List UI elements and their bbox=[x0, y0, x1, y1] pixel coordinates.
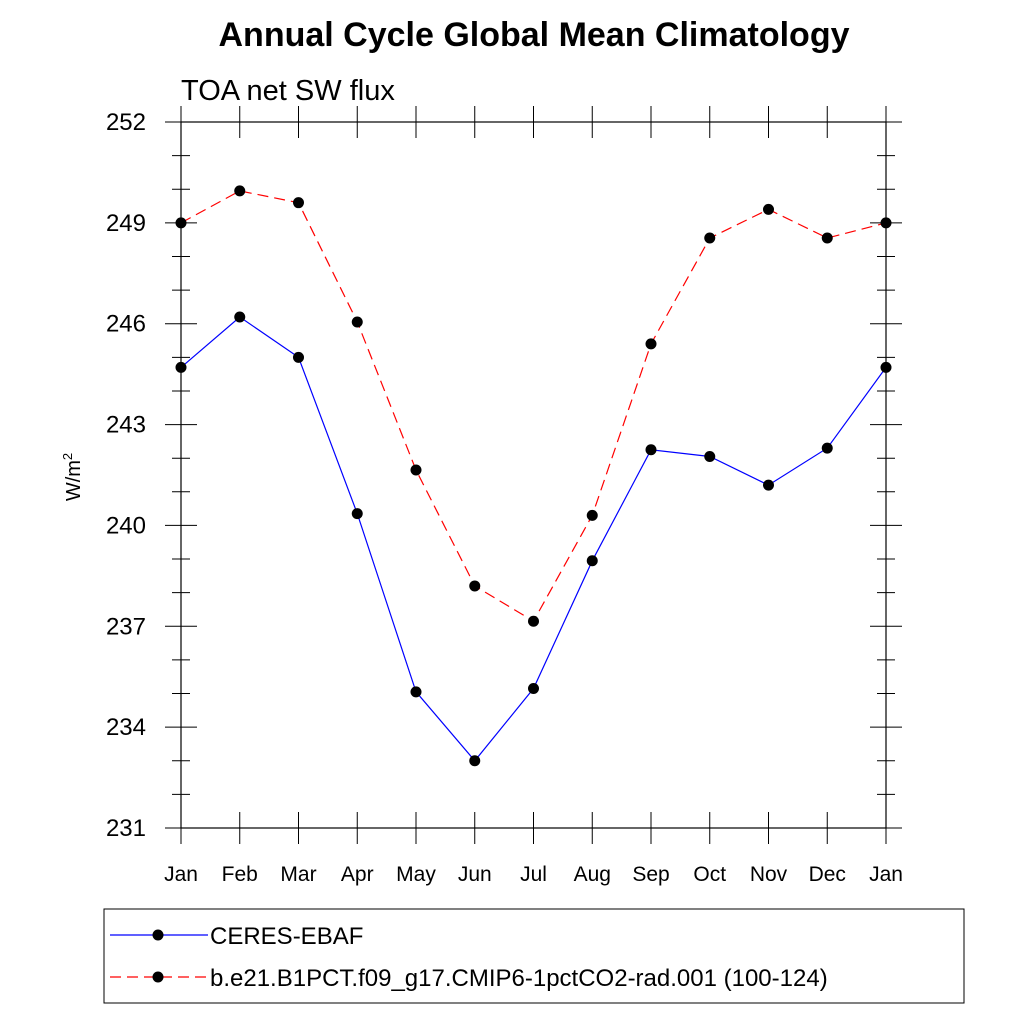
legend-label-1: CERES-EBAF bbox=[210, 923, 363, 950]
x-tick-label: Jan bbox=[164, 863, 198, 886]
legend-box bbox=[103, 908, 965, 1004]
legend: CERES-EBAF b.e21.B1PCT.f09_g17.CMIP6-1pct… bbox=[110, 923, 828, 992]
data-point-series-1 bbox=[234, 311, 246, 323]
y-tick-label: 243 bbox=[106, 412, 146, 439]
data-point-series-2 bbox=[351, 316, 363, 328]
data-point-series-1 bbox=[410, 686, 422, 698]
x-tick-label: Dec bbox=[809, 863, 846, 886]
x-tick-label: Mar bbox=[280, 863, 316, 886]
data-point-series-1 bbox=[821, 442, 833, 454]
data-point-series-2 bbox=[175, 217, 187, 229]
y-tick-label: 246 bbox=[106, 311, 146, 338]
data-point-series-2 bbox=[410, 464, 422, 476]
legend-label-2: b.e21.B1PCT.f09_g17.CMIP6-1pctCO2-rad.00… bbox=[210, 965, 828, 992]
legend-marker-1 bbox=[152, 929, 164, 941]
data-point-series-2 bbox=[821, 232, 833, 244]
data-point-series-1 bbox=[645, 444, 657, 456]
y-tick-label: 234 bbox=[106, 714, 146, 741]
data-point-series-1 bbox=[293, 351, 304, 363]
legend-marker-2 bbox=[152, 971, 164, 983]
x-tick-label: Feb bbox=[222, 863, 258, 886]
x-tick-label: Oct bbox=[693, 863, 726, 886]
data-point-series-1 bbox=[528, 682, 539, 694]
data-point-series-1 bbox=[586, 555, 598, 567]
series-layer bbox=[175, 185, 892, 767]
x-tick-label: Apr bbox=[341, 863, 374, 886]
series-line-2 bbox=[180, 190, 887, 623]
x-tick-label: Jun bbox=[458, 863, 492, 886]
data-point-series-1 bbox=[469, 755, 481, 767]
y-tick-label: 240 bbox=[106, 512, 146, 539]
chart-title: Annual Cycle Global Mean Climatology bbox=[219, 16, 850, 54]
data-point-series-1 bbox=[175, 361, 187, 373]
data-point-series-2 bbox=[469, 580, 481, 592]
x-tick-label: Sep bbox=[632, 863, 669, 886]
y-tick-label: 231 bbox=[106, 815, 146, 842]
y-tick-label: 249 bbox=[106, 210, 146, 237]
series-line-1 bbox=[180, 316, 887, 762]
data-point-series-2 bbox=[293, 197, 304, 209]
y-tick-label: 237 bbox=[106, 613, 146, 640]
plot-frame bbox=[180, 121, 887, 829]
x-tick-label: May bbox=[396, 863, 436, 886]
y-tick-label: 252 bbox=[106, 109, 146, 136]
chart-subtitle: TOA net SW flux bbox=[181, 75, 395, 107]
data-point-series-1 bbox=[704, 451, 716, 463]
data-point-series-2 bbox=[234, 185, 246, 197]
x-tick-label: Jul bbox=[520, 863, 547, 886]
y-axis-label: W/m2 bbox=[60, 453, 85, 501]
x-tick-label: Jan bbox=[869, 863, 903, 886]
data-point-series-1 bbox=[351, 508, 363, 520]
data-point-series-1 bbox=[880, 361, 892, 373]
axes: 231 234 237 240 243 246 249 252 Jan Feb Mar Apr May J… bbox=[106, 106, 903, 886]
y-axis-label-superscript: 2 bbox=[60, 453, 75, 460]
data-point-series-2 bbox=[645, 338, 657, 350]
data-point-series-2 bbox=[763, 203, 774, 215]
x-tick-label: Aug bbox=[574, 863, 611, 886]
data-point-series-2 bbox=[586, 509, 598, 521]
data-point-series-2 bbox=[528, 615, 539, 627]
x-tick-label: Nov bbox=[750, 863, 788, 886]
data-point-series-2 bbox=[880, 217, 892, 229]
y-axis-label-text: W/m bbox=[63, 460, 85, 501]
data-point-series-2 bbox=[704, 232, 716, 244]
data-point-series-1 bbox=[763, 479, 774, 491]
